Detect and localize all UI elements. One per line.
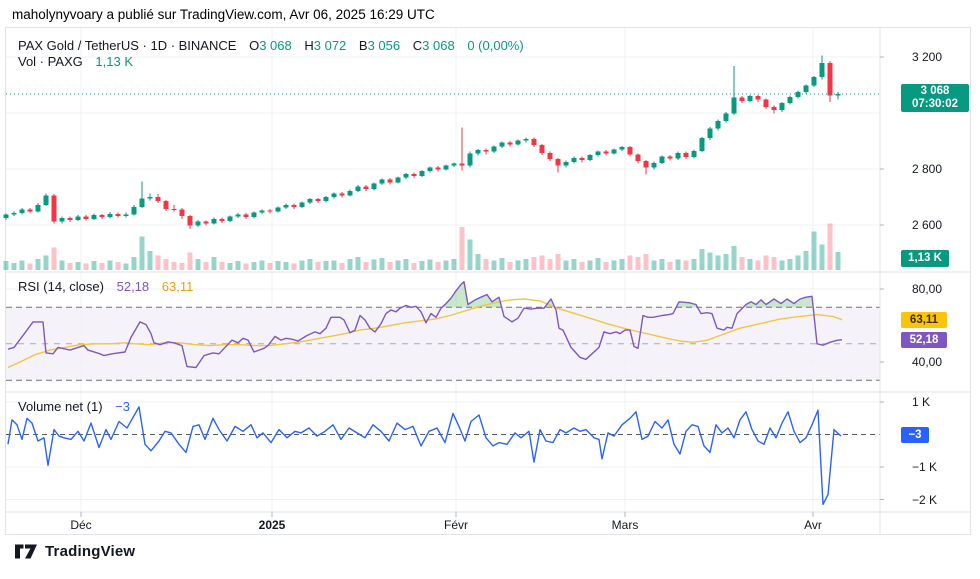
volnet-line [7,406,842,506]
rsi-overbought-fill [402,281,814,308]
tradingview-brand: TradingView [45,543,136,560]
rsi-ma-line [7,298,843,369]
publish-header: maholynyvoary a publié sur TradingView.c… [12,7,435,22]
tradingview-logo-icon [14,543,38,560]
chart-widget [5,27,971,535]
volume-bars [3,223,841,270]
rsi-line [7,281,843,369]
candles [3,55,841,230]
tradingview-attribution[interactable]: TradingView [14,543,135,560]
